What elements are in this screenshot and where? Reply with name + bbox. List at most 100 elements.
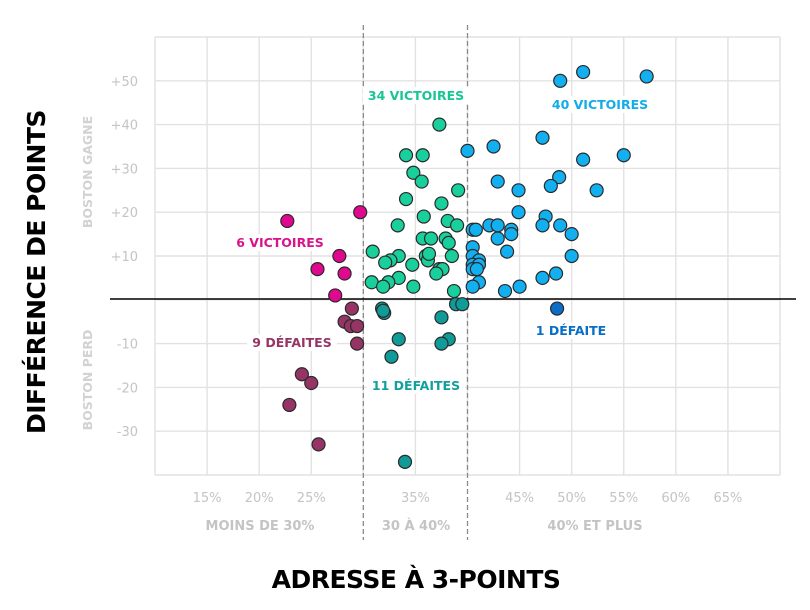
data-point <box>421 246 437 261</box>
data-point <box>616 148 631 163</box>
data-point <box>434 196 449 211</box>
data-point <box>553 218 568 233</box>
data-point <box>406 165 421 180</box>
data-point <box>406 279 421 294</box>
data-point <box>429 266 444 281</box>
data-point <box>490 218 505 233</box>
data-point <box>391 332 406 347</box>
data-point <box>294 367 309 382</box>
series-annotation: 40 VICTOIRES <box>552 97 648 112</box>
x-tick-label: 15% <box>193 491 222 506</box>
x-tick-label: 60% <box>661 491 690 506</box>
x-tick-label: 55% <box>609 491 638 506</box>
data-point <box>280 213 295 229</box>
x-axis-title: ADRESSE À 3-POINTS <box>272 565 561 594</box>
data-point <box>589 183 604 198</box>
data-point <box>441 235 456 250</box>
data-point <box>390 218 405 233</box>
data-point <box>349 318 365 334</box>
series-annotation: 1 DÉFAITE <box>536 323 606 338</box>
data-point <box>552 170 567 185</box>
data-point <box>398 148 414 163</box>
data-point <box>576 152 591 167</box>
data-point <box>384 349 399 364</box>
data-point <box>397 454 413 469</box>
y-tick-label: -20 <box>117 381 138 396</box>
data-point <box>535 218 550 233</box>
data-point <box>548 266 564 281</box>
data-point <box>549 301 565 316</box>
data-point <box>543 178 558 194</box>
data-point <box>432 117 447 132</box>
data-points <box>280 64 654 469</box>
y-tick-label: -30 <box>117 425 138 440</box>
y-side-label-bottom: BOSTON PERD <box>80 330 95 431</box>
x-tick-label: 50% <box>557 491 586 506</box>
data-point <box>469 262 484 277</box>
data-point <box>512 279 527 294</box>
y-tick-label: +30 <box>111 162 138 177</box>
annotation-background <box>362 87 470 104</box>
data-point <box>460 143 475 158</box>
data-point <box>337 266 352 281</box>
series-annotation: 6 VICTOIRES <box>236 235 324 250</box>
data-point <box>468 222 483 237</box>
data-point <box>553 73 568 88</box>
data-point <box>564 227 579 242</box>
data-point <box>311 437 326 452</box>
data-point <box>490 231 505 246</box>
data-point <box>414 174 429 189</box>
data-point <box>455 297 470 312</box>
data-point <box>405 257 420 272</box>
data-point <box>415 148 430 163</box>
data-point <box>490 174 505 189</box>
y-tick-label: +50 <box>111 75 138 90</box>
zone-labels: MOINS DE 30% 30 À 40% 40% ET PLUS <box>206 518 643 534</box>
zone-label: MOINS DE 30% <box>206 519 315 534</box>
data-point <box>511 183 526 198</box>
data-point <box>576 64 591 80</box>
data-point <box>376 303 391 318</box>
y-tick-label: -10 <box>117 338 138 353</box>
tick-labels: 15% 20% 25% 35% 45% 50% 55% 60% 65% +50 +40 +30 +20 +… <box>111 75 743 506</box>
x-tick-label: 25% <box>297 491 326 506</box>
data-point <box>444 248 459 264</box>
data-point <box>376 279 391 294</box>
data-point <box>497 283 513 299</box>
data-point <box>378 255 393 270</box>
data-point <box>328 288 343 303</box>
zone-label: 40% ET PLUS <box>547 519 642 534</box>
data-point <box>486 139 501 154</box>
data-point <box>349 336 365 351</box>
series-annotation: 11 DÉFAITES <box>372 378 460 393</box>
data-point <box>310 262 325 277</box>
annotation-background <box>247 334 337 351</box>
annotations: 6 VICTOIRES 9 DÉFAITES 34 VICTOIRES 11 DÉFA… <box>230 87 654 394</box>
y-tick-label: +40 <box>111 119 138 134</box>
data-point <box>416 209 431 224</box>
data-point <box>564 248 579 264</box>
zone-label: 30 À 40% <box>382 518 450 534</box>
data-point <box>353 205 368 220</box>
y-tick-label: +20 <box>111 206 138 221</box>
annotation-background <box>530 322 612 339</box>
data-point <box>434 336 449 351</box>
data-point <box>434 310 449 325</box>
data-point <box>282 397 297 413</box>
x-tick-label: 45% <box>505 491 534 506</box>
data-point <box>504 227 519 242</box>
data-point <box>511 205 526 220</box>
y-axis-title: DIFFÉRENCE DE POINTS <box>22 110 51 434</box>
x-tick-label: 65% <box>713 491 742 506</box>
annotation-background <box>546 96 654 113</box>
data-point <box>449 218 465 233</box>
data-point <box>304 375 319 391</box>
x-tick-label: 20% <box>245 491 274 506</box>
data-point <box>423 231 439 246</box>
data-point <box>535 130 550 145</box>
series-annotation: 34 VICTOIRES <box>368 88 464 103</box>
data-point <box>639 69 654 84</box>
data-point <box>465 279 480 294</box>
annotation-background <box>230 234 330 251</box>
